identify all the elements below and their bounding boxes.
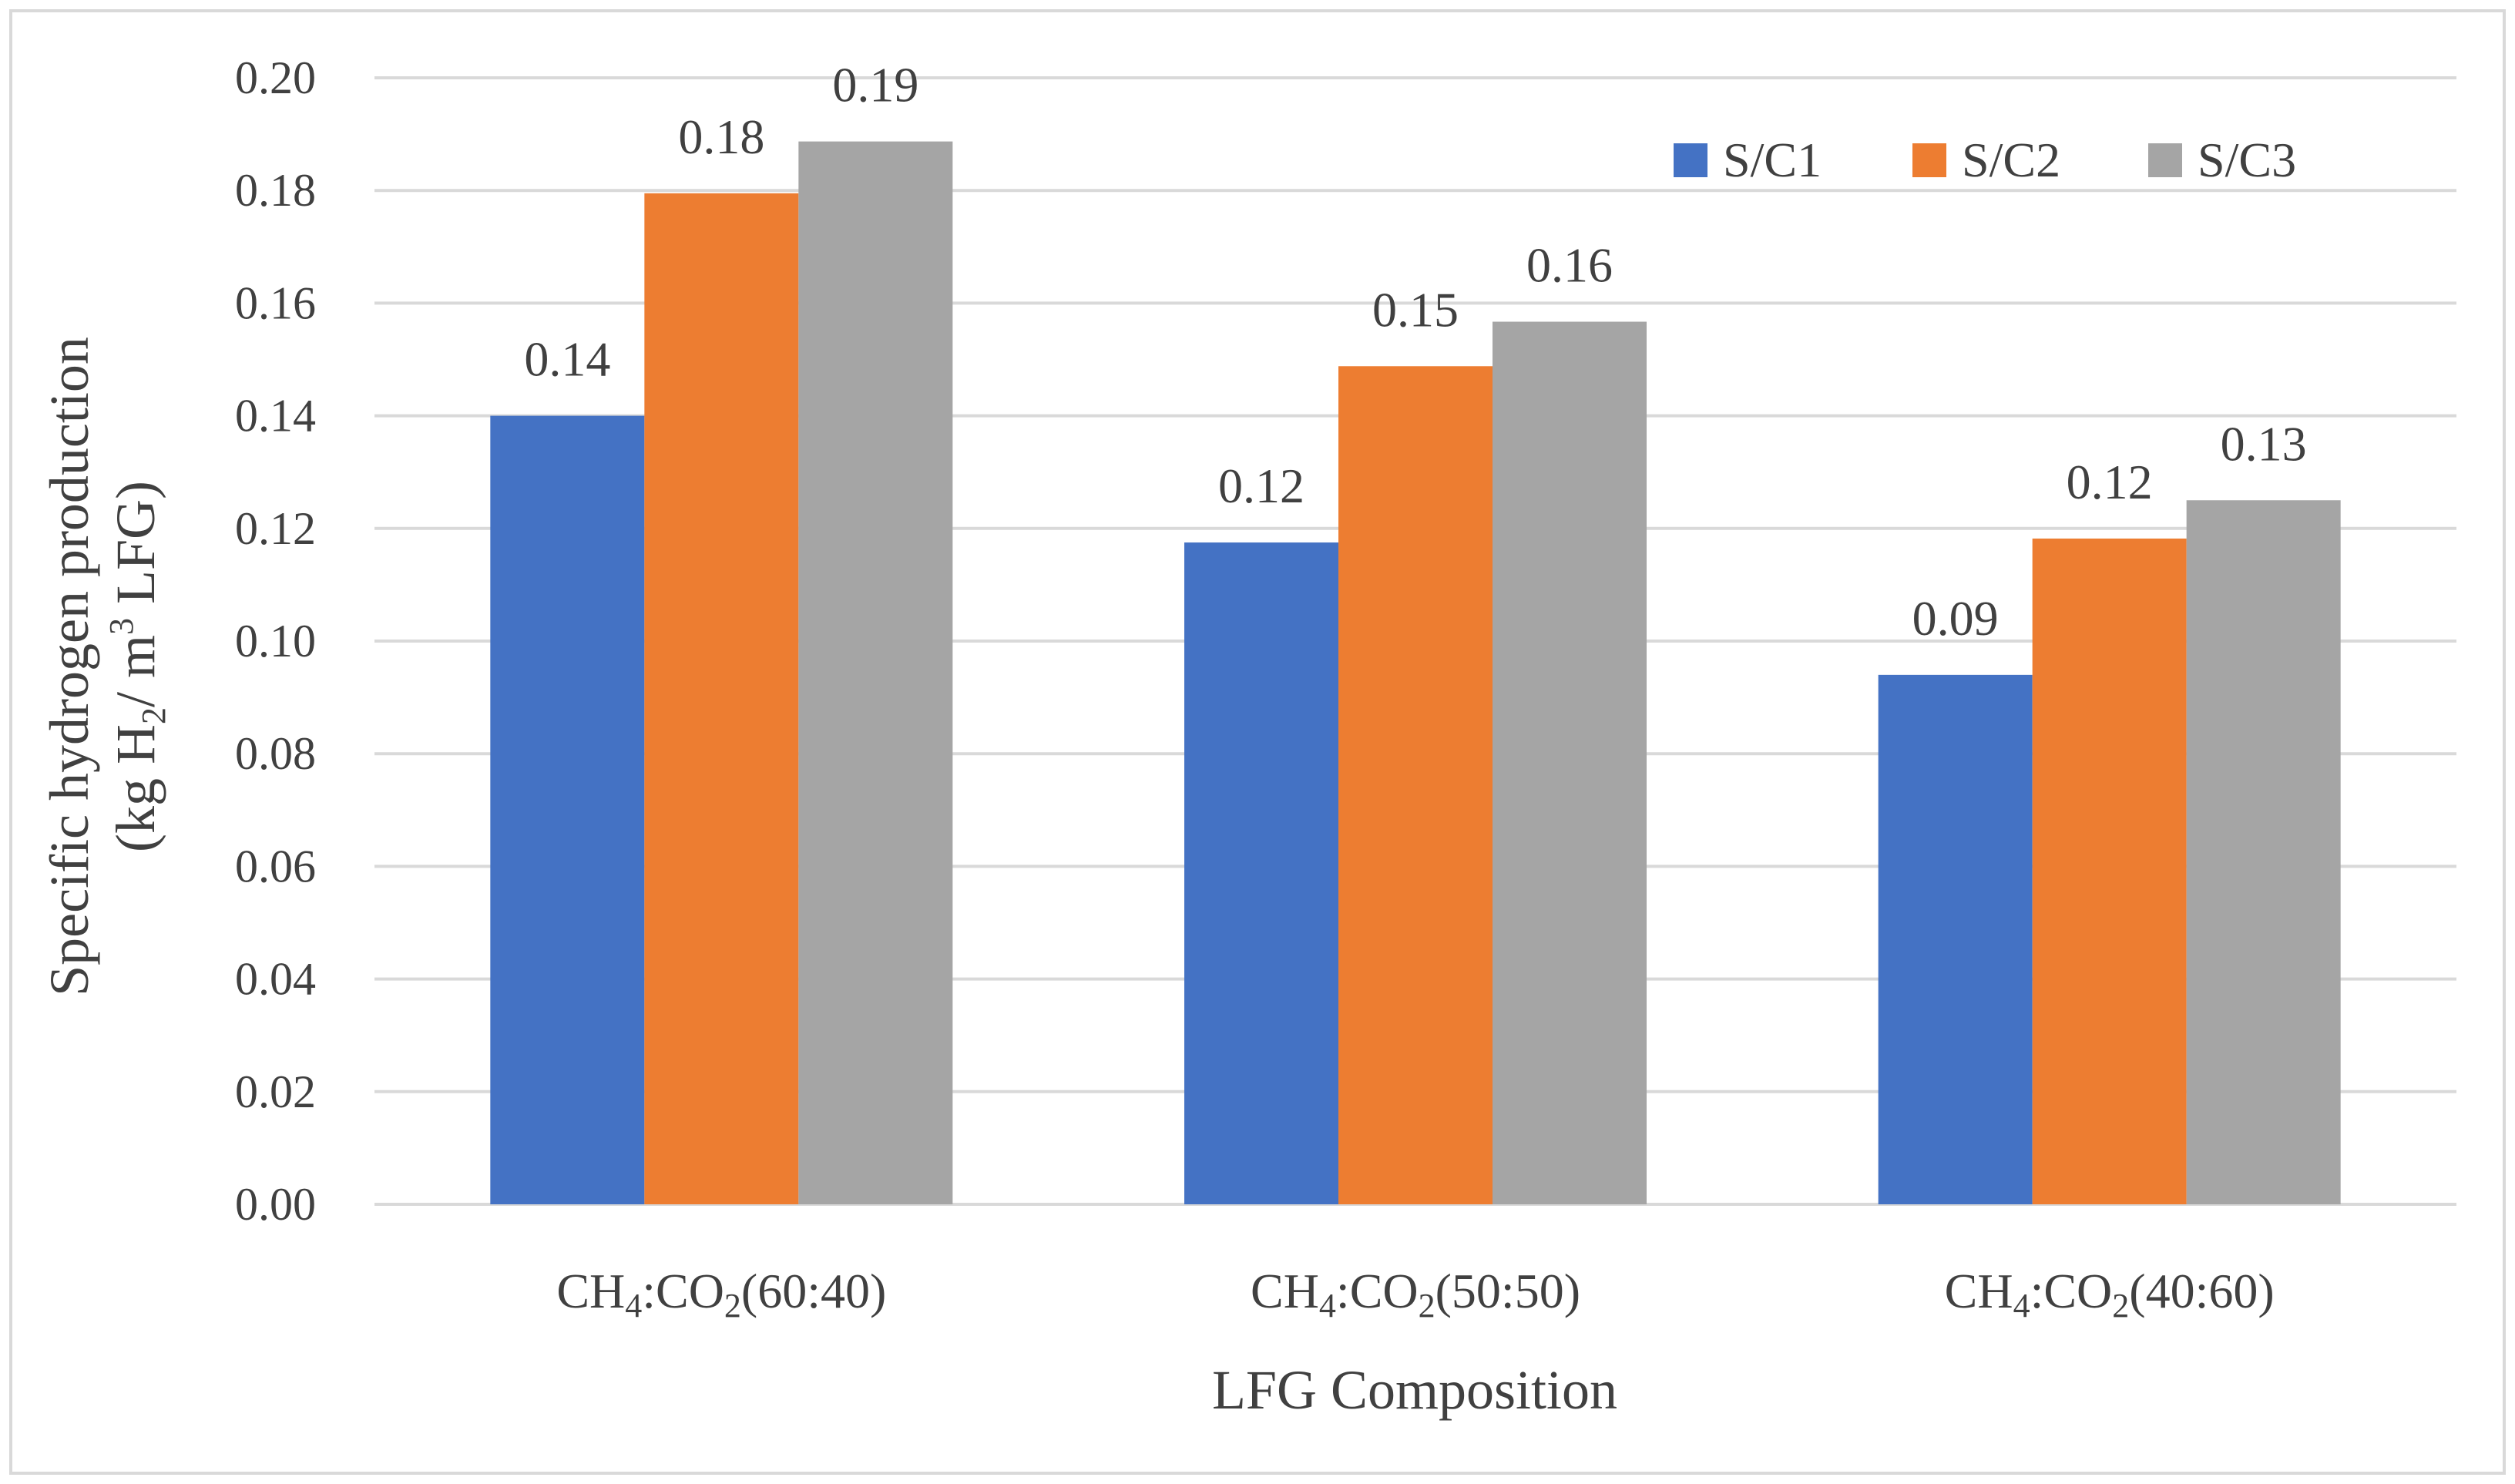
data-label: 0.15 [1372,282,1459,337]
legend-label: S/C2 [1962,133,2060,187]
y-tick-label: 0.04 [235,954,316,1005]
y-tick-label: 0.20 [235,52,316,103]
legend: S/C1 S/C2 S/C3 [1674,133,2296,187]
x-tick-label: CH4:CO2(50:50) [1251,1264,1580,1325]
x-axis-title: LFG Composition [1212,1359,1617,1421]
legend-label: S/C1 [1723,133,1822,187]
y-tick-label: 0.10 [235,616,316,666]
y-axis-title-line2-sup: 3 [102,618,140,635]
y-tick-label: 0.18 [235,165,316,216]
y-tick-label: 0.02 [235,1066,316,1117]
y-axis-title-line1: Specific hydrogen production [39,337,100,996]
y-tick-label: 0.06 [235,841,316,891]
legend-swatch-sc2 [1912,143,1946,177]
x-tick-label: CH4:CO2(40:60) [1945,1264,2275,1325]
y-tick-label: 0.08 [235,728,316,779]
bar-sc2 [644,193,799,1205]
y-tick-label: 0.00 [235,1179,316,1230]
bar-sc3 [2186,500,2341,1204]
bar-sc2 [1338,366,1493,1205]
data-label: 0.12 [2067,455,2153,509]
data-label: 0.18 [678,109,764,164]
x-tick-label-part: (50:50) [1435,1264,1580,1318]
y-axis-title-line2: (kg H2/ m3 LFG) [102,481,173,852]
y-axis-tick-labels: 0.00 0.02 0.04 0.06 0.08 0.10 0.12 0.14 0.16 0.18… [235,52,316,1230]
x-tick-label-part: 4 [625,1287,642,1325]
y-tick-label: 0.14 [235,391,316,442]
data-label: 0.09 [1912,591,1999,646]
x-tick-label-part: CH [1945,1264,2013,1318]
bar-sc3 [1493,321,1647,1205]
bar-sc3 [798,141,953,1204]
legend-label: S/C3 [2198,133,2296,187]
data-label: 0.19 [832,58,918,112]
bars [490,141,2341,1205]
y-axis-title: Specific hydrogen production (kg H2/ m3 … [39,337,173,996]
data-label: 0.14 [524,332,610,387]
legend-swatch-sc3 [2148,143,2182,177]
chart-frame [9,9,2506,1475]
x-tick-label-part: :CO [642,1264,724,1318]
y-tick-label: 0.16 [235,277,316,328]
x-tick-label-part: 2 [1419,1287,1435,1325]
bar-sc1 [490,415,645,1204]
x-tick-label-part: CH [1251,1264,1319,1318]
bar-sc2 [2032,538,2187,1204]
data-labels: 0.14 0.18 0.19 0.12 0.15 0.16 0.09 0.12 0.13 [524,58,2306,646]
bar-sc1 [1878,674,2033,1204]
y-axis-title-line2-post: LFG) [105,481,166,618]
x-tick-label-part: 4 [2013,1287,2030,1325]
y-axis-title-line2-mid: / m [105,635,166,707]
data-label: 0.12 [1218,458,1305,513]
x-tick-label-part: :CO [1336,1264,1419,1318]
x-tick-label-part: CH [556,1264,625,1318]
x-tick-label-part: (60:40) [741,1264,886,1318]
x-tick-label-part: 2 [2112,1287,2129,1325]
y-axis-title-line2-sub: 2 [135,707,173,724]
y-tick-label: 0.12 [235,503,316,554]
y-axis-title-line2-pre: (kg H [105,724,166,852]
data-label: 0.13 [2221,416,2307,471]
x-tick-label-part: :CO [2030,1264,2113,1318]
x-tick-label-part: (40:60) [2129,1264,2274,1318]
x-tick-label: CH4:CO2(60:40) [556,1264,886,1325]
x-tick-label-part: 4 [1319,1287,1336,1325]
x-axis-category-labels: CH4:CO2(60:40) CH4:CO2(50:50) CH4:CO2(40:6… [556,1264,2274,1325]
bar-sc1 [1184,542,1338,1204]
legend-swatch-sc1 [1674,143,1707,177]
data-label: 0.16 [1526,238,1613,293]
x-tick-label-part: 2 [724,1287,741,1325]
